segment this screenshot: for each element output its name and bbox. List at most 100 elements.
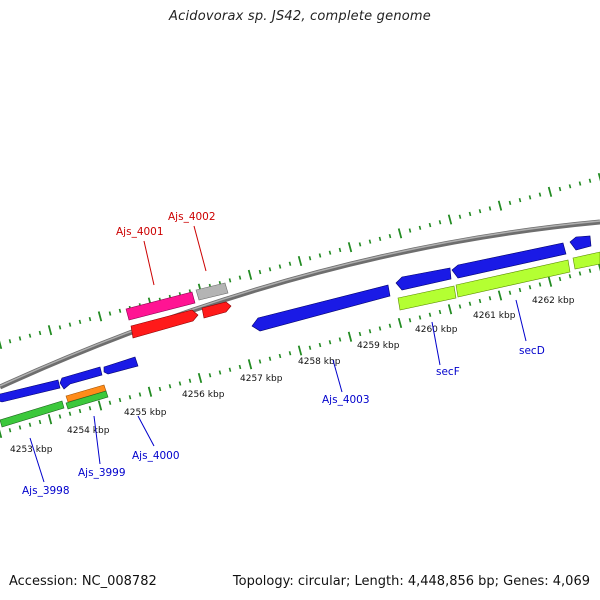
feature-ajs-4001-rna[interactable]	[125, 291, 196, 321]
inner-major-tick	[547, 276, 553, 287]
inner-major-tick	[47, 414, 53, 425]
inner-minor-tick	[578, 271, 582, 276]
inner-minor-tick	[508, 290, 512, 295]
genome-summary-text: Topology: circular; Length: 4,448,856 bp…	[232, 574, 590, 589]
outer-major-tick	[347, 242, 353, 253]
feature-secd-gene[interactable]	[455, 259, 571, 298]
inner-major-tick	[97, 400, 103, 411]
inner-minor-tick	[58, 414, 62, 419]
outer-minor-tick	[338, 247, 342, 253]
inner-minor-tick	[128, 395, 132, 400]
outer-major-tick	[47, 325, 53, 336]
outer-minor-tick	[8, 339, 12, 344]
feature-ajs-4000-cds[interactable]	[103, 356, 139, 375]
tick-label-4254: 4254 kbp	[67, 426, 110, 436]
label-secd[interactable]: secD	[519, 345, 545, 357]
outer-minor-tick	[118, 308, 122, 313]
feature-ajs-3998-cds[interactable]	[0, 379, 61, 403]
label-ajs-4002[interactable]: Ajs_4002	[168, 211, 216, 223]
inner-minor-tick	[388, 323, 392, 328]
outer-minor-tick	[568, 184, 572, 189]
connector-ajs-4002	[193, 225, 207, 272]
outer-major-tick	[547, 186, 553, 197]
outer-minor-tick	[38, 330, 42, 336]
connector-ajs-4003	[332, 359, 343, 393]
connector-ajs-4001	[143, 240, 155, 286]
feature-edge-gene[interactable]	[572, 251, 600, 270]
feature-ajs-4002-rna[interactable]	[201, 301, 232, 319]
outer-minor-tick	[538, 192, 542, 197]
inner-minor-tick	[178, 381, 182, 386]
outer-minor-tick	[428, 222, 432, 228]
inner-major-tick	[347, 331, 353, 342]
inner-major-tick	[297, 345, 303, 356]
inner-minor-tick	[318, 342, 322, 348]
tick-label-4255: 4255 kbp	[124, 408, 167, 418]
connector-secd	[515, 299, 527, 342]
outer-minor-tick	[378, 236, 382, 241]
inner-major-tick	[597, 262, 600, 272]
inner-minor-tick	[158, 386, 162, 392]
feature-ajs-3998-gene[interactable]	[0, 400, 65, 428]
genome-backbone	[0, 219, 600, 390]
outer-major-tick	[497, 200, 503, 211]
inner-minor-tick	[358, 331, 362, 337]
outer-minor-tick	[88, 316, 92, 322]
outer-minor-tick	[478, 209, 482, 214]
label-ajs-4000[interactable]: Ajs_4000	[132, 450, 180, 462]
outer-minor-tick	[458, 214, 462, 219]
feature-secf-cds[interactable]	[395, 267, 452, 291]
inner-minor-tick	[288, 351, 292, 356]
feature-secd-cds[interactable]	[451, 242, 567, 279]
outer-minor-tick	[238, 275, 242, 280]
label-secf[interactable]: secF	[436, 366, 460, 378]
inner-minor-tick	[168, 384, 172, 389]
outer-minor-tick	[68, 322, 72, 327]
outer-major-tick	[297, 255, 303, 267]
inner-minor-tick	[468, 301, 472, 306]
label-ajs-4001[interactable]: Ajs_4001	[116, 226, 164, 238]
inner-minor-tick	[418, 315, 422, 320]
inner-minor-tick	[228, 367, 232, 372]
outer-minor-tick	[278, 264, 282, 269]
inner-minor-tick	[238, 364, 242, 370]
outer-minor-tick	[28, 333, 32, 338]
outer-minor-tick	[368, 239, 372, 244]
inner-minor-tick	[588, 268, 592, 273]
feature-ajs-4002-gray[interactable]	[195, 282, 229, 301]
inner-minor-tick	[518, 287, 522, 293]
inner-minor-tick	[408, 318, 412, 323]
connector-ajs-4000	[137, 415, 155, 447]
inner-minor-tick	[528, 285, 532, 290]
inner-minor-tick	[338, 337, 342, 342]
outer-minor-tick	[558, 186, 562, 192]
label-ajs-3998[interactable]: Ajs_3998	[22, 485, 70, 497]
inner-minor-tick	[18, 425, 22, 430]
label-connectors	[29, 225, 527, 483]
inner-minor-tick	[538, 282, 542, 287]
inner-minor-tick	[208, 373, 212, 378]
feature-edge-cds[interactable]	[569, 235, 592, 251]
inner-minor-tick	[438, 309, 442, 315]
outer-minor-tick	[388, 233, 392, 239]
reverse-strand-features	[0, 235, 600, 428]
label-ajs-3999[interactable]: Ajs_3999	[78, 467, 126, 479]
connector-secf	[431, 321, 441, 366]
inner-major-tick	[247, 359, 253, 370]
feature-ajs-4001-rna-b[interactable]	[130, 309, 199, 339]
inner-minor-tick	[458, 304, 462, 309]
outer-minor-tick	[18, 336, 22, 341]
feature-ajs-3999-gene[interactable]	[65, 390, 109, 410]
inner-major-tick	[197, 372, 203, 384]
label-ajs-4003[interactable]: Ajs_4003	[322, 394, 370, 406]
outer-major-tick	[397, 228, 403, 239]
inner-minor-tick	[88, 406, 92, 411]
feature-ajs-3999-cds[interactable]	[59, 366, 103, 390]
outer-minor-tick	[58, 325, 62, 330]
accession-text: Accession: NC_008782	[9, 574, 157, 589]
outer-minor-tick	[108, 311, 112, 316]
map-title: Acidovorax sp. JS42, complete genome	[169, 9, 431, 24]
feature-secf-gene[interactable]	[397, 285, 457, 311]
feature-ajs-4003-cds[interactable]	[251, 284, 391, 332]
